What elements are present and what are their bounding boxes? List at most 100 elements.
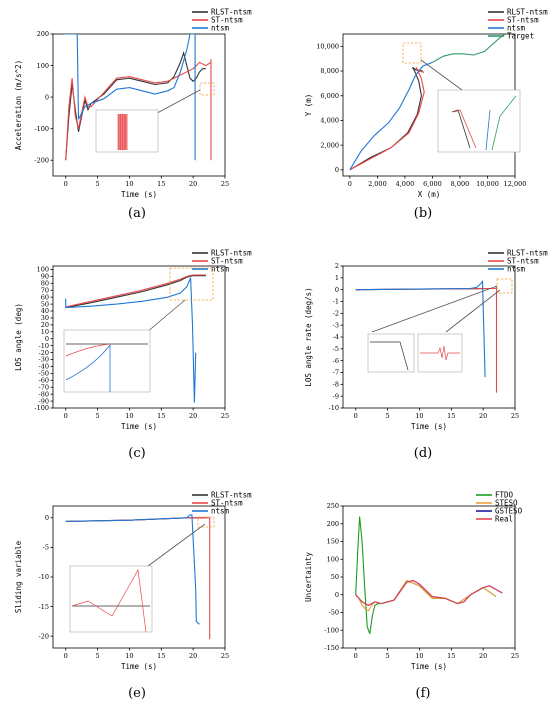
y-tick-label: -7 <box>333 369 339 377</box>
legend-label: GSTESO <box>495 507 523 516</box>
x-tick-label: 25 <box>511 652 519 660</box>
y-tick-label: -90 <box>39 397 49 405</box>
series-line-Target <box>432 34 506 63</box>
legend-label: Real <box>495 515 513 524</box>
y-tick-label: 80 <box>41 280 49 288</box>
series-line-ntsm <box>65 277 197 403</box>
zoom-box <box>402 42 422 64</box>
legend-label: ntsm <box>507 265 526 274</box>
y-tick-label: -10 <box>39 573 49 581</box>
y-tick-label: 1 <box>335 274 339 282</box>
zoom-inset <box>367 333 415 373</box>
chart-panel-5: 0 5 10 15 20 25 -150 -100 -50 0 50 100 150 200 250 Time… <box>304 491 523 702</box>
x-tick-label: 5 <box>96 180 100 188</box>
y-tick-label: 60 <box>41 293 49 301</box>
x-tick-label: 8,000 <box>451 180 470 188</box>
legend-label: ST-ntsm <box>211 257 243 266</box>
x-axis-label: Time (s) <box>121 190 157 199</box>
zoom-inset <box>63 329 151 393</box>
y-tick-label: -10 <box>39 342 49 350</box>
x-tick-label: 10 <box>125 180 133 188</box>
series-line-ntsm <box>355 279 486 378</box>
y-tick-label: 200 <box>37 30 49 38</box>
x-tick-label: 0 <box>348 180 352 188</box>
panel-caption: (d) <box>414 446 432 461</box>
series-line-Real <box>355 579 503 607</box>
series-line-FTDO <box>355 516 497 634</box>
x-tick-label: 2,000 <box>368 180 387 188</box>
series-line-ntsm <box>349 61 433 171</box>
zoom-box <box>169 267 214 301</box>
y-tick-label: 2,000 <box>320 141 339 149</box>
x-tick-label: 0 <box>64 180 68 188</box>
x-tick-label: 5 <box>96 412 100 420</box>
panel-caption: (c) <box>128 446 145 461</box>
y-tick-label: 200 <box>327 520 339 528</box>
legend-label: ST-ntsm <box>507 257 539 266</box>
y-tick-label: -70 <box>39 383 49 391</box>
y-tick-label: -5 <box>43 544 49 552</box>
inset-line <box>451 109 471 149</box>
x-tick-label: 20 <box>479 412 487 420</box>
x-tick-label: 0 <box>64 412 68 420</box>
panel-caption: (f) <box>416 686 431 701</box>
y-axis-label: LOS angle rate (deg/s) <box>304 287 313 386</box>
x-tick-label: 25 <box>511 412 519 420</box>
x-tick-label: 10 <box>125 412 133 420</box>
x-tick-label: 20 <box>479 652 487 660</box>
y-tick-label: 100 <box>327 555 339 563</box>
legend-label: ntsm <box>211 507 230 516</box>
series-line-ntsm <box>65 514 200 625</box>
chart-panel-1: 0 2,000 4,000 6,000 8,000 10,000 12,000 0 2,000 4… <box>304 8 548 222</box>
x-tick-label: 5 <box>386 652 390 660</box>
y-tick-label: 70 <box>41 286 49 294</box>
series-line-STESO <box>355 579 497 612</box>
zoom-box <box>496 278 513 294</box>
y-tick-label: -15 <box>39 603 49 611</box>
x-tick-label: 15 <box>447 652 455 660</box>
inset-line <box>485 109 491 151</box>
inset-line <box>420 345 460 361</box>
series-line-RLST-ntsm <box>65 275 206 309</box>
y-tick-label: -20 <box>39 632 49 640</box>
x-tick-label: 20 <box>189 652 197 660</box>
y-tick-label: 250 <box>327 502 339 510</box>
x-tick-label: 10 <box>125 652 133 660</box>
y-tick-label: -100 <box>34 125 49 133</box>
x-tick-label: 15 <box>157 412 165 420</box>
legend-label: RLST-ntsm <box>211 8 252 17</box>
y-tick-label: -9 <box>333 392 339 400</box>
inset-line <box>71 568 147 633</box>
y-tick-label: 0 <box>335 166 339 174</box>
y-tick-label: -3 <box>333 321 339 329</box>
chart-panel-4: 0 5 10 15 20 25 -20 -15 -10 -5 0 Time (s) Sliding va… <box>14 491 252 702</box>
y-tick-label: 50 <box>331 573 339 581</box>
y-axis-label: Sliding variable <box>14 540 23 613</box>
inset-line <box>453 109 477 149</box>
plot-frame <box>52 33 226 177</box>
x-tick-label: 5 <box>386 412 390 420</box>
x-tick-label: 15 <box>447 412 455 420</box>
legend-label: RLST-ntsm <box>211 249 252 258</box>
y-tick-label: -6 <box>333 357 339 365</box>
x-axis-label: Time (s) <box>121 662 157 671</box>
y-tick-label: 6,000 <box>320 92 339 100</box>
x-axis-label: Time (s) <box>411 422 447 431</box>
x-axis-label: Time (s) <box>121 422 157 431</box>
inset-line <box>370 341 409 371</box>
x-tick-label: 6,000 <box>423 180 442 188</box>
x-tick-label: 10 <box>415 652 423 660</box>
y-axis-label: Y (m) <box>304 94 313 117</box>
y-tick-label: 40 <box>41 307 49 315</box>
inset-line <box>65 343 111 392</box>
y-tick-label: 150 <box>327 538 339 546</box>
y-tick-label: -60 <box>39 376 49 384</box>
x-tick-label: 20 <box>189 412 197 420</box>
y-tick-label: -80 <box>39 390 49 398</box>
zoom-box <box>197 516 215 528</box>
legend-label: RLST-ntsm <box>507 249 548 258</box>
y-tick-label: -20 <box>39 349 49 357</box>
